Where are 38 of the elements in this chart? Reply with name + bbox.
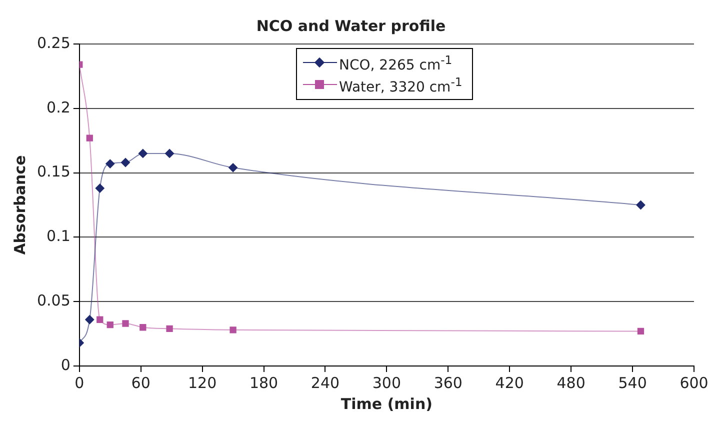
x-axis-title: Time (min)	[340, 394, 432, 413]
y-axis-title: Absorbance	[10, 155, 29, 255]
point	[166, 325, 173, 332]
x-tick-label: 60	[131, 374, 150, 392]
x-tick-label: 180	[249, 374, 278, 392]
point	[106, 321, 114, 328]
x-tick-label: 600	[680, 374, 708, 392]
y-tick-label: 0.15	[36, 162, 70, 181]
x-tick-label: 300	[372, 374, 402, 392]
point	[96, 316, 104, 323]
y-tick-label: 0.05	[36, 291, 70, 310]
point	[95, 184, 104, 193]
x-tick-label: 120	[188, 374, 217, 392]
x-tick-label: 480	[556, 374, 586, 392]
y-tick-label: 0.2	[46, 98, 70, 116]
point	[230, 326, 236, 334]
chart-title: NCO and Water profile	[256, 16, 446, 35]
x-tick-label: 360	[434, 374, 462, 392]
y-tick-label: 0.25	[36, 34, 70, 52]
point	[140, 324, 146, 331]
legend-label: NCO, 2265 cm$^{-1}$	[339, 52, 452, 74]
point	[637, 328, 644, 335]
point	[106, 159, 115, 168]
point	[120, 158, 130, 167]
x-tick-label: 0	[74, 374, 84, 392]
point	[86, 134, 93, 142]
point	[138, 148, 148, 158]
x-tick-label: 240	[310, 374, 340, 392]
point	[85, 315, 94, 324]
y-tick-label: 0	[60, 356, 70, 374]
point	[165, 148, 174, 158]
x-tick-label: 540	[618, 374, 647, 392]
point	[636, 200, 646, 210]
legend-label: Water, 3320 cm$^{-1}$	[339, 74, 462, 96]
point	[228, 163, 238, 172]
point	[122, 320, 129, 327]
y-tick-label: 0.1	[46, 227, 70, 246]
x-tick-label: 420	[495, 374, 524, 392]
